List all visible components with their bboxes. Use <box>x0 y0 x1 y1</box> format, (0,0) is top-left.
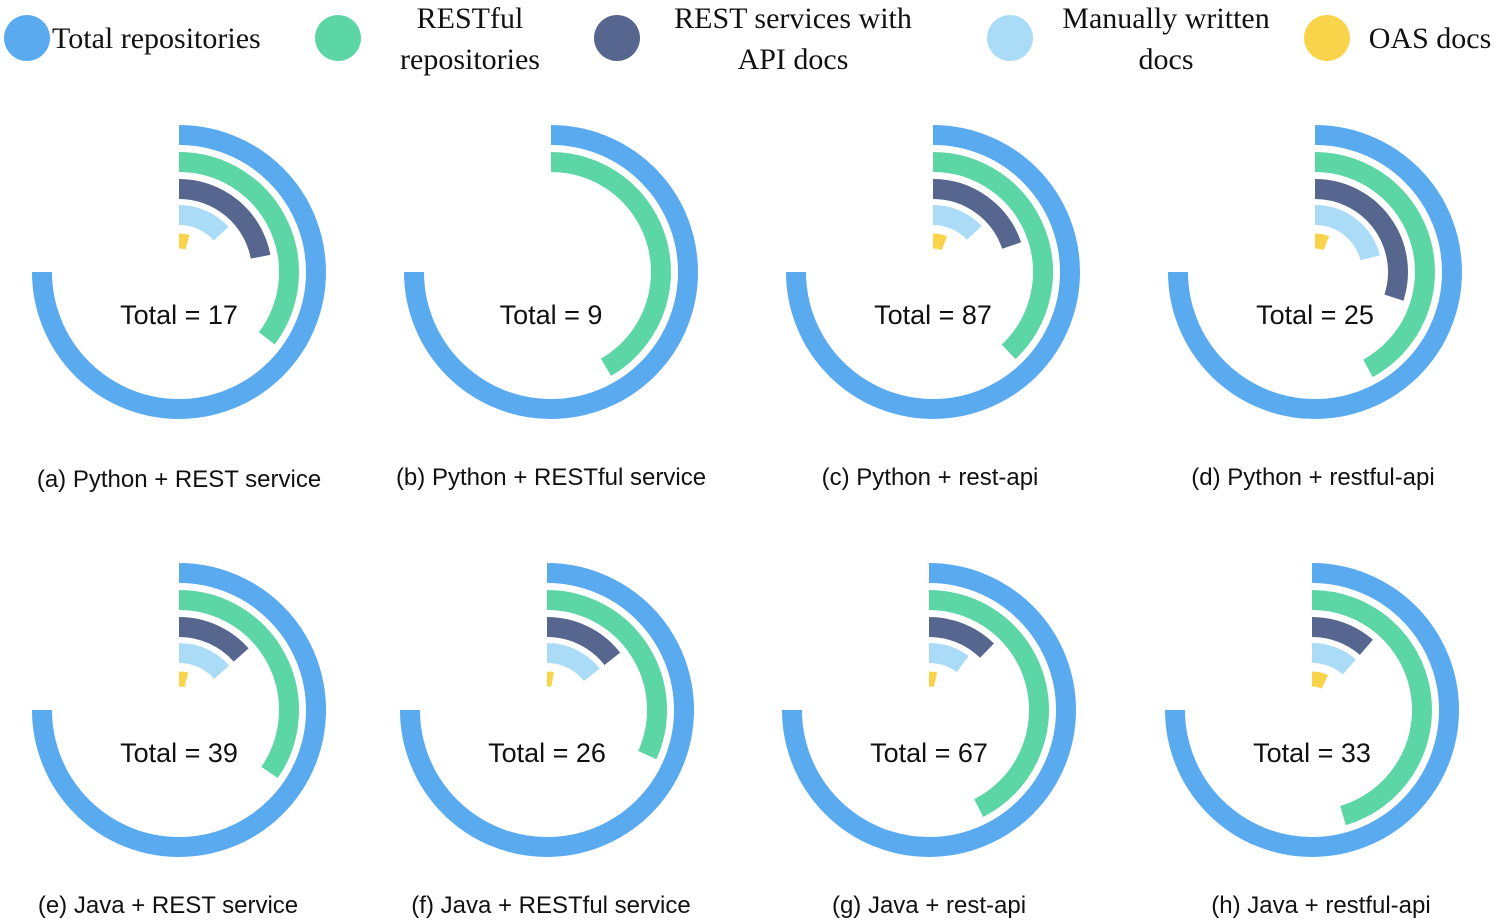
panel-caption: (g) Java + rest-api <box>832 892 1026 919</box>
radial-bar-manually-written-docs <box>1314 205 1380 261</box>
legend-label: Manually written docs <box>1062 2 1269 76</box>
panel-caption: (e) Java + REST service <box>38 892 298 919</box>
radial-bar-total-repositories <box>32 125 326 419</box>
total-label: Total = 26 <box>488 738 606 768</box>
legend-item: Manually written docs <box>987 2 1270 76</box>
radial-bar-oas-docs <box>932 233 948 251</box>
legend-label: OAS docs <box>1369 22 1492 55</box>
radial-bar-oas-docs <box>546 671 554 687</box>
legend-item: OAS docs <box>1304 15 1491 61</box>
radial-bar-restful-repositories <box>178 152 299 345</box>
radial-bar-manually-written-docs <box>1311 643 1356 675</box>
radial-bar-total-repositories <box>1165 563 1459 857</box>
radial-bar-oas-docs <box>178 671 189 688</box>
radial-bar-restful-repositories <box>550 152 671 376</box>
radial-bar-oas-docs <box>928 671 938 688</box>
chart-panel: Total = 87 (c) Python + rest-api <box>786 125 1080 491</box>
radial-bar-total-repositories <box>400 563 694 857</box>
radial-bar-restful-repositories <box>546 590 667 760</box>
legend-swatch <box>4 15 50 61</box>
radial-bar-manually-written-docs <box>932 205 982 241</box>
legend-label: Total repositories <box>52 22 261 55</box>
radial-bar-rest-services-with-api-docs <box>932 179 1022 250</box>
radial-bar-restful-repositories <box>928 590 1049 818</box>
legend-item: Total repositories <box>4 15 261 61</box>
chart-panel: Total = 39 (e) Java + REST service <box>32 563 326 919</box>
legend-swatch <box>315 15 361 61</box>
total-label: Total = 9 <box>500 300 603 330</box>
radial-bar-manually-written-docs <box>178 205 229 241</box>
chart-panel: Total = 9 (b) Python + RESTful service <box>396 125 706 491</box>
radial-bar-restful-repositories <box>932 152 1053 360</box>
radial-bar-oas-docs <box>1311 671 1328 689</box>
radial-bar-oas-docs <box>178 233 190 250</box>
radial-bar-rest-services-with-api-docs <box>928 617 994 659</box>
panel-caption: (d) Python + restful-api <box>1191 464 1434 491</box>
total-label: Total = 67 <box>870 738 988 768</box>
total-label: Total = 33 <box>1253 738 1371 768</box>
panel-caption: (c) Python + rest-api <box>822 464 1039 491</box>
radial-bar-rest-services-with-api-docs <box>178 179 271 259</box>
chart-panel: Total = 17 (a) Python + REST service <box>32 125 326 493</box>
legend: Total repositories RESTful repositories RES… <box>4 2 1491 76</box>
panel-caption: (a) Python + REST service <box>37 466 321 493</box>
radial-bar-total-repositories <box>786 125 1080 419</box>
radial-bar-total-repositories <box>404 125 698 419</box>
chart-panel: Total = 67 (g) Java + rest-api <box>782 563 1076 919</box>
radial-bar-total-repositories <box>782 563 1076 857</box>
chart-panel: Total = 25 (d) Python + restful-api <box>1168 125 1462 491</box>
chart-panel: Total = 33 (h) Java + restful-api <box>1165 563 1459 919</box>
total-label: Total = 39 <box>120 738 238 768</box>
total-label: Total = 25 <box>1256 300 1374 330</box>
chart-panel: Total = 26 (f) Java + RESTful service <box>400 563 694 919</box>
legend-swatch <box>987 15 1033 61</box>
legend-item: REST services with API docs <box>594 2 912 76</box>
chart-panels: Total = 17(a) Python + REST serviceTotal… <box>32 125 1462 919</box>
radial-bar-oas-docs <box>1314 233 1330 251</box>
legend-swatch <box>594 15 640 61</box>
radial-bar-manually-written-docs <box>178 643 230 680</box>
radial-bar-restful-repositories <box>1311 590 1432 826</box>
panel-caption: (b) Python + RESTful service <box>396 464 706 491</box>
radial-bar-rest-services-with-api-docs <box>1314 179 1408 301</box>
radial-bar-total-repositories <box>1168 125 1462 419</box>
panel-caption: (f) Java + RESTful service <box>411 892 690 919</box>
legend-item: RESTful repositories <box>315 2 540 76</box>
total-label: Total = 17 <box>120 300 238 330</box>
legend-swatch <box>1304 15 1350 61</box>
legend-label: REST services with API docs <box>674 2 912 76</box>
radial-bar-rest-services-with-api-docs <box>178 617 249 662</box>
legend-label: RESTful repositories <box>400 2 540 76</box>
radial-bar-restful-repositories <box>1314 152 1435 378</box>
radial-bar-rest-services-with-api-docs <box>1311 617 1373 656</box>
radial-bar-manually-written-docs <box>928 643 969 673</box>
radial-bar-manually-written-docs <box>546 643 600 682</box>
radial-bar-restful-repositories <box>178 590 299 779</box>
total-label: Total = 87 <box>874 300 992 330</box>
radial-bar-rest-services-with-api-docs <box>546 617 621 666</box>
panel-caption: (h) Java + restful-api <box>1211 892 1430 919</box>
radial-bar-total-repositories <box>32 563 326 857</box>
